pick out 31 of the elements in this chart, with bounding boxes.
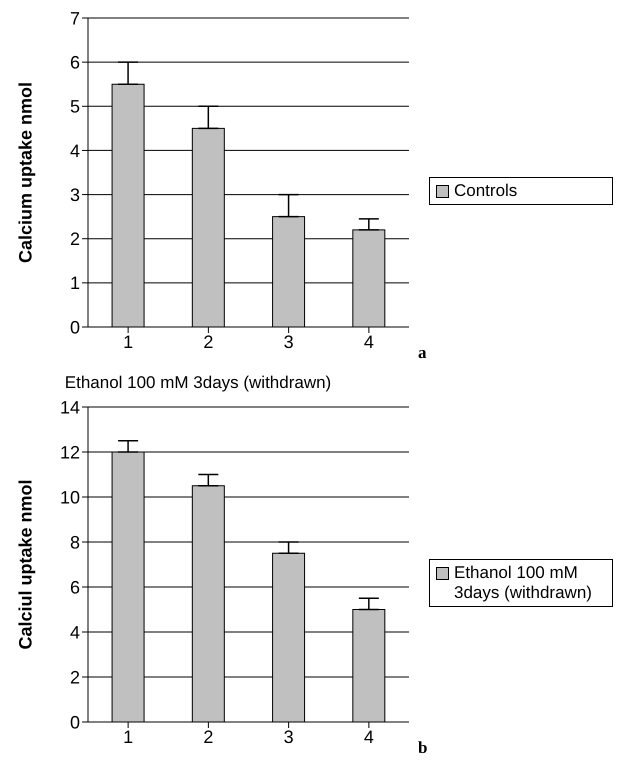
y-tick-label: 4 (70, 140, 80, 161)
x-tick-label: 1 (123, 332, 134, 352)
x-tick-label: 1 (123, 726, 134, 747)
x-tick-label: 2 (203, 726, 214, 747)
y-tick-label: 2 (70, 667, 80, 688)
y-tick-label: 10 (60, 487, 80, 508)
y-tick-label: 6 (70, 52, 80, 73)
text: b (418, 738, 428, 758)
y-tick-label: 0 (70, 712, 80, 732)
legend-label: Ethanol 100 mM 3days (withdrawn) (454, 562, 593, 602)
x-tick-label: 2 (203, 332, 214, 352)
y-tick-label: 7 (70, 8, 80, 28)
y-tick-label: 14 (60, 397, 80, 418)
y-tick-label: 12 (60, 442, 80, 462)
legend-label: Controls (454, 180, 518, 200)
text: a (418, 343, 426, 363)
y-axis-title: Calciul uptake nmol (15, 479, 36, 650)
y-tick-label: 6 (70, 577, 80, 598)
y-tick-label: 2 (70, 229, 80, 250)
x-tick-label: 3 (284, 726, 294, 747)
x-tick-label: 4 (364, 726, 374, 747)
chart-title: Ethanol 100 mM 3days (withdrawn) (64, 373, 332, 394)
y-tick-label: 1 (70, 273, 80, 294)
x-tick-label: 3 (284, 332, 294, 352)
x-tick-label: 4 (364, 332, 374, 352)
y-tick-label: 3 (70, 184, 80, 205)
y-tick-label: 8 (70, 532, 80, 552)
y-tick-label: 0 (70, 317, 80, 338)
y-tick-label: 5 (70, 96, 80, 117)
y-axis-title: Calcium uptake nmol (15, 82, 36, 264)
y-tick-label: 4 (70, 622, 80, 642)
